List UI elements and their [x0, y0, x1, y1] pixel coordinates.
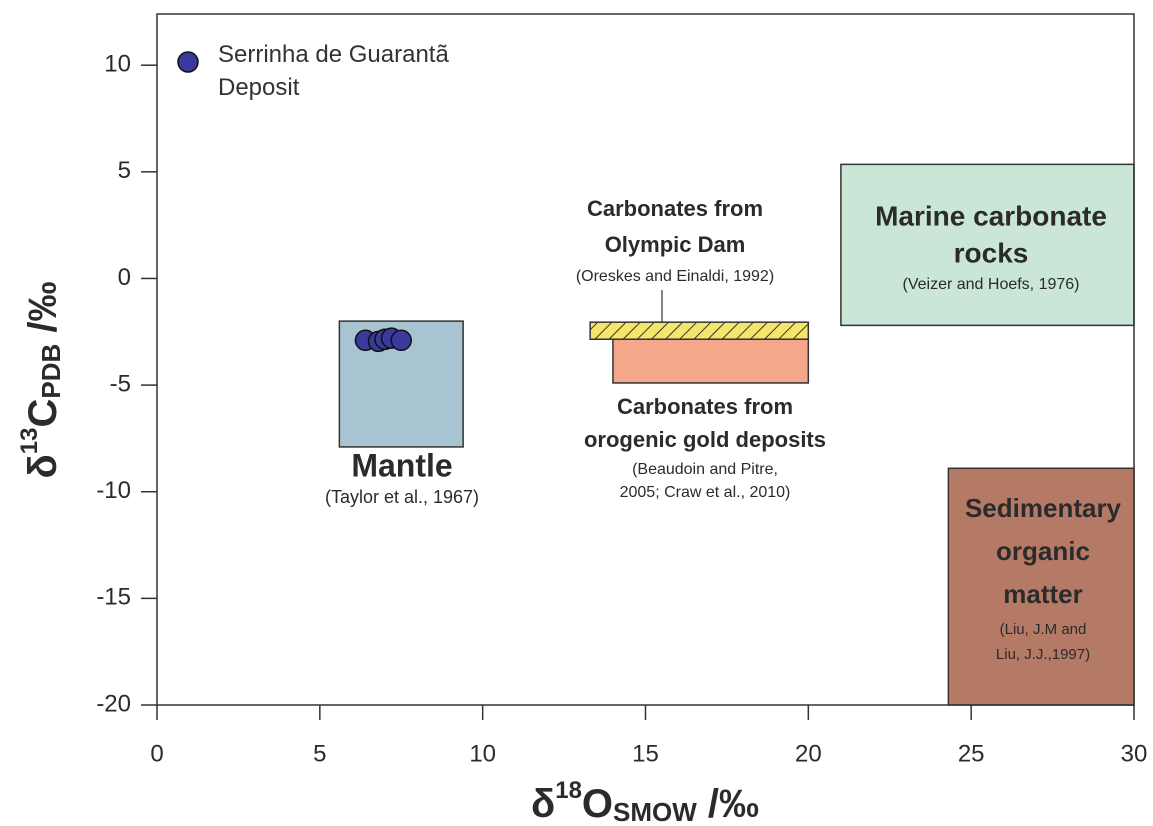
- data-point: [390, 329, 412, 352]
- x-tick-label: 20: [795, 740, 822, 767]
- y-tick-label: -5: [110, 370, 131, 397]
- region-label: Olympic Dam: [605, 232, 746, 257]
- axis-label-part: δ: [21, 454, 65, 478]
- y-tick-label: 0: [118, 264, 131, 291]
- y-tick-label: -15: [96, 584, 131, 611]
- x-tick-label: 0: [150, 740, 163, 767]
- region-citation: (Oreskes and Einaldi, 1992): [576, 268, 774, 285]
- region-label: Sedimentary: [965, 493, 1122, 523]
- x-tick-label: 15: [632, 740, 659, 767]
- axis-label-part: 18: [555, 777, 582, 804]
- axis-label-part: C: [21, 399, 65, 428]
- region-citation: (Liu, J.M and: [1000, 621, 1087, 638]
- region-label: Marine carbonate: [875, 200, 1107, 231]
- region-citation: Liu, J.J.,1997): [996, 646, 1090, 663]
- region-label: matter: [1003, 579, 1082, 609]
- y-tick-label: -10: [96, 477, 131, 504]
- x-tick-label: 30: [1121, 740, 1148, 767]
- region-label: Carbonates from: [617, 394, 793, 419]
- x-axis-label: δ18OSMOW /‰: [531, 777, 759, 826]
- axis-label-part: δ: [531, 782, 555, 826]
- y-tick-label: 5: [118, 157, 131, 184]
- region-label: Carbonates from: [587, 196, 763, 221]
- axis-label-part: /‰: [21, 282, 65, 344]
- y-tick-label: -20: [96, 690, 131, 717]
- legend-label: Serrinha de Guarantã Deposit: [218, 41, 449, 101]
- region-box: [589, 321, 810, 340]
- axis-label-part: /‰: [697, 782, 759, 826]
- x-tick-label: 5: [313, 740, 326, 767]
- region-citation: (Taylor et al., 1967): [325, 487, 479, 507]
- region-label: organic: [996, 536, 1090, 566]
- region-citation: (Beaudoin and Pitre,: [632, 461, 778, 478]
- region-box: [612, 338, 810, 384]
- axis-label-part: PDB: [36, 344, 66, 399]
- region-box: [840, 163, 1135, 327]
- y-axis-label: δ13CPDB /‰: [16, 282, 66, 479]
- region-citation: (Veizer and Hoefs, 1976): [903, 276, 1080, 293]
- region-label: rocks: [954, 237, 1029, 268]
- region-label: Mantle: [351, 447, 452, 483]
- axis-label-part: SMOW: [613, 797, 697, 826]
- region-citation: 2005; Craw et al., 2010): [620, 484, 791, 501]
- legend-marker: [177, 51, 199, 73]
- axis-label-part: 13: [16, 428, 43, 455]
- region-label: orogenic gold deposits: [584, 427, 826, 452]
- x-tick-label: 10: [469, 740, 496, 767]
- axis-label-part: O: [582, 782, 613, 826]
- y-tick-label: 10: [104, 51, 131, 78]
- x-tick-label: 25: [958, 740, 985, 767]
